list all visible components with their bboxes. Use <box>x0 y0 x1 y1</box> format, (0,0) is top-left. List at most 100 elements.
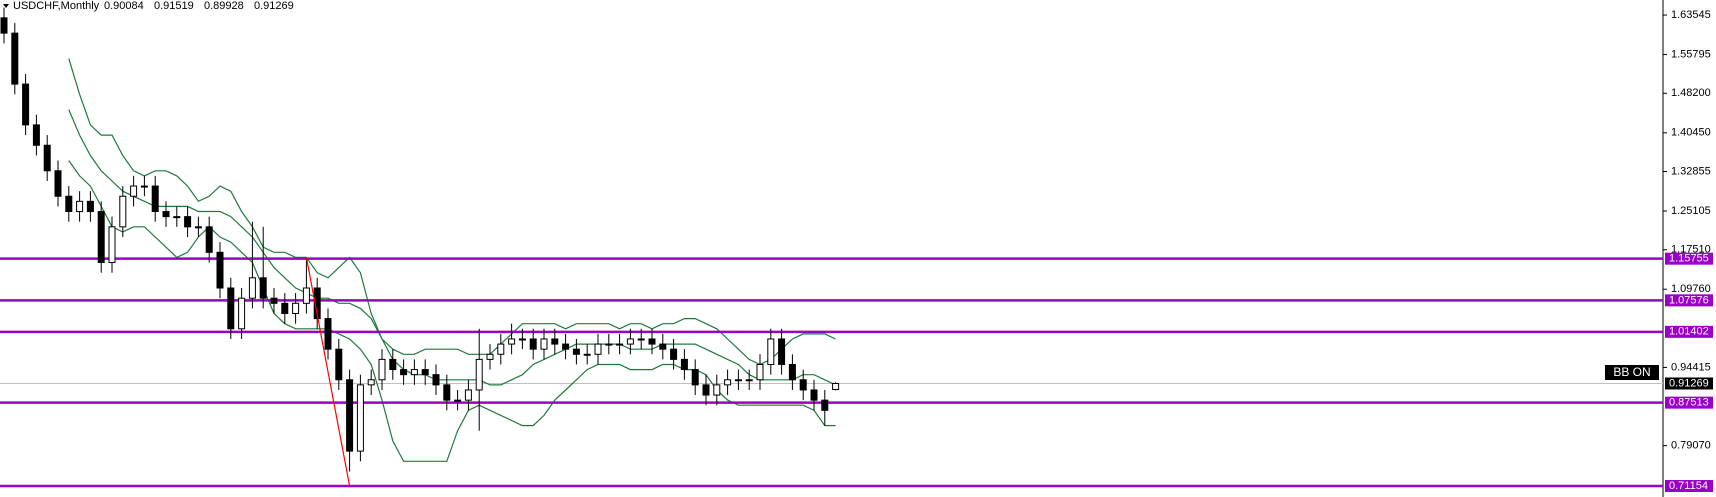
trendline <box>305 257 351 487</box>
candle-body <box>76 200 84 213</box>
candle-body <box>518 338 526 341</box>
candle-body <box>464 389 472 401</box>
y-tick-label: 0.94415 <box>1671 361 1711 373</box>
candle-body <box>572 348 580 355</box>
candle-body <box>367 379 375 386</box>
candle-body <box>292 302 300 314</box>
collapse-arrow[interactable] <box>3 4 9 8</box>
candle-body <box>508 338 516 345</box>
level-label-box <box>1665 294 1713 307</box>
candle-body <box>475 358 483 391</box>
candle-body <box>637 338 645 341</box>
candle-body <box>313 287 321 320</box>
candle-body <box>302 287 310 304</box>
candle-body <box>626 338 634 345</box>
candle-body <box>400 369 408 376</box>
candle-body <box>108 226 116 264</box>
candle-body <box>22 83 30 126</box>
current-price-box <box>1665 377 1713 390</box>
candle-body <box>691 369 699 386</box>
candle-body <box>184 216 192 228</box>
candle-body <box>788 363 796 381</box>
level-label: 1.15755 <box>1669 253 1709 265</box>
candle-body <box>205 226 213 253</box>
candle-body <box>821 399 829 411</box>
level-label: 0.87513 <box>1669 397 1709 409</box>
header-ohlc: 0.90084 <box>104 0 144 12</box>
candle-body <box>443 384 451 401</box>
candle-body <box>32 124 40 146</box>
y-tick-label: 1.25105 <box>1671 205 1711 217</box>
candle-body <box>799 379 807 391</box>
candle-body <box>335 348 343 381</box>
y-tick-label: 0.79070 <box>1671 440 1711 452</box>
candle-body <box>97 211 105 264</box>
candle-body <box>810 389 818 401</box>
candle-body <box>832 382 840 391</box>
candle-body <box>410 369 418 376</box>
candle-body <box>659 343 667 350</box>
candle-body <box>745 379 753 382</box>
header-ohlc: 0.89928 <box>204 0 244 12</box>
candle-body <box>0 17 8 34</box>
candle-body <box>616 343 624 346</box>
y-tick-label: 1.63545 <box>1671 9 1711 21</box>
candle-body <box>497 343 505 355</box>
candle-body <box>162 211 170 218</box>
candle-body <box>594 343 602 355</box>
symbol: USDCHF,Monthly <box>13 0 100 12</box>
candle-body <box>238 297 246 330</box>
candle-body <box>670 348 678 360</box>
level-label: 1.07576 <box>1669 294 1709 306</box>
y-tick-label: 1.40450 <box>1671 127 1711 139</box>
candle-body <box>259 277 267 299</box>
header-ohlc: 0.91519 <box>154 0 194 12</box>
candle-body <box>648 338 656 345</box>
bollinger-band <box>68 58 836 366</box>
candle-body <box>356 384 364 452</box>
candle-body <box>540 338 548 350</box>
candle-body <box>119 195 127 228</box>
candle-body <box>270 297 278 304</box>
candle-body <box>680 358 688 371</box>
level-label-box <box>1665 252 1713 265</box>
candle-body <box>778 338 786 365</box>
candle-body <box>734 379 742 382</box>
y-tick-label: 1.32855 <box>1671 165 1711 177</box>
candle-body <box>551 338 559 345</box>
level-label-box <box>1665 396 1713 409</box>
candle-body <box>486 353 494 360</box>
y-tick-label: 1.55795 <box>1671 48 1711 60</box>
candle-body <box>421 369 429 376</box>
candle-body <box>432 374 440 386</box>
candle-body <box>724 379 732 386</box>
candle-body <box>151 185 159 213</box>
candle-body <box>54 170 62 197</box>
candle-body <box>346 379 354 452</box>
candle-body <box>11 32 19 85</box>
candle-body <box>130 185 138 197</box>
candle-body <box>529 338 537 350</box>
candle-body <box>562 343 570 350</box>
candle-body <box>216 251 224 289</box>
candle-body <box>454 399 462 402</box>
candle-body <box>583 353 591 356</box>
current-price-label: 0.91269 <box>1669 377 1709 389</box>
candle-body <box>756 363 764 381</box>
indicator-box <box>1605 365 1659 380</box>
candle-body <box>227 287 235 330</box>
y-tick-label: 1.48200 <box>1671 87 1711 99</box>
candle-body <box>605 343 613 346</box>
level-label-box <box>1665 480 1713 493</box>
y-tick-label: 1.09760 <box>1671 283 1711 295</box>
candle-body <box>65 195 73 213</box>
candle-body <box>173 216 181 219</box>
candle-body <box>767 338 775 365</box>
candle-body <box>281 302 289 314</box>
candle-body <box>194 226 202 229</box>
header-ohlc: 0.91269 <box>254 0 294 12</box>
candle-body <box>702 384 710 396</box>
level-label-box <box>1665 325 1713 338</box>
